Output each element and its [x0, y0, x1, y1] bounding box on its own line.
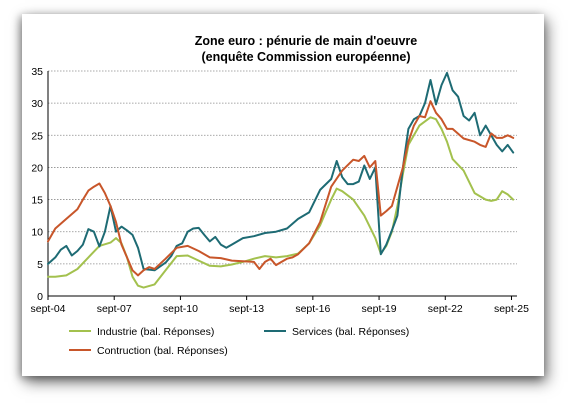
- series-lines: [47, 71, 515, 289]
- series-line-3: [47, 100, 515, 277]
- legend-label-3: Contruction (bal. Réponses): [97, 345, 228, 357]
- y-tick-label: 10: [31, 227, 43, 239]
- legend: Industrie (bal. Réponses) Services (bal. …: [69, 326, 409, 357]
- y-tick-label: 25: [31, 130, 43, 142]
- chart-card: Zone euro : pénurie de main d'oeuvre (en…: [22, 14, 544, 376]
- y-axis-ticks: 0 5 10 15 20 25 30 35: [31, 66, 43, 303]
- series-line-2: [47, 71, 515, 272]
- x-tick-label: sept-16: [295, 303, 330, 315]
- x-tick-label: sept-25: [494, 303, 529, 315]
- y-tick-label: 20: [31, 162, 43, 174]
- x-axis-ticks: sept-04 sept-07 sept-10 sept-13 sept-16 sept-…: [30, 296, 529, 315]
- chart-subtitle: (enquête Commission européenne): [201, 50, 410, 64]
- y-tick-label: 30: [31, 98, 43, 110]
- axes: [47, 71, 517, 297]
- gridlines: [48, 70, 517, 265]
- x-tick-label: sept-10: [163, 303, 198, 315]
- x-tick-label: sept-13: [229, 303, 264, 315]
- y-tick-label: 5: [37, 259, 43, 271]
- x-tick-label: sept-07: [97, 303, 132, 315]
- y-tick-label: 0: [37, 291, 43, 303]
- x-tick-label: sept-19: [362, 303, 397, 315]
- x-tick-label: sept-04: [30, 303, 65, 315]
- y-tick-label: 15: [31, 195, 43, 207]
- y-tick-label: 35: [31, 66, 43, 78]
- chart-title: Zone euro : pénurie de main d'oeuvre: [195, 34, 418, 48]
- legend-label-2: Services (bal. Réponses): [292, 326, 409, 338]
- legend-label-1: Industrie (bal. Réponses): [97, 326, 214, 338]
- x-tick-label: sept-22: [428, 303, 463, 315]
- line-chart: Zone euro : pénurie de main d'oeuvre (en…: [30, 34, 529, 357]
